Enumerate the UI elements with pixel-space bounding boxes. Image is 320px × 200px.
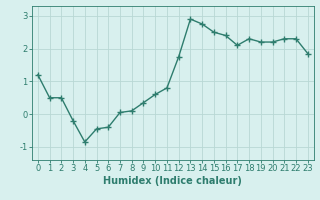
X-axis label: Humidex (Indice chaleur): Humidex (Indice chaleur) bbox=[103, 176, 242, 186]
